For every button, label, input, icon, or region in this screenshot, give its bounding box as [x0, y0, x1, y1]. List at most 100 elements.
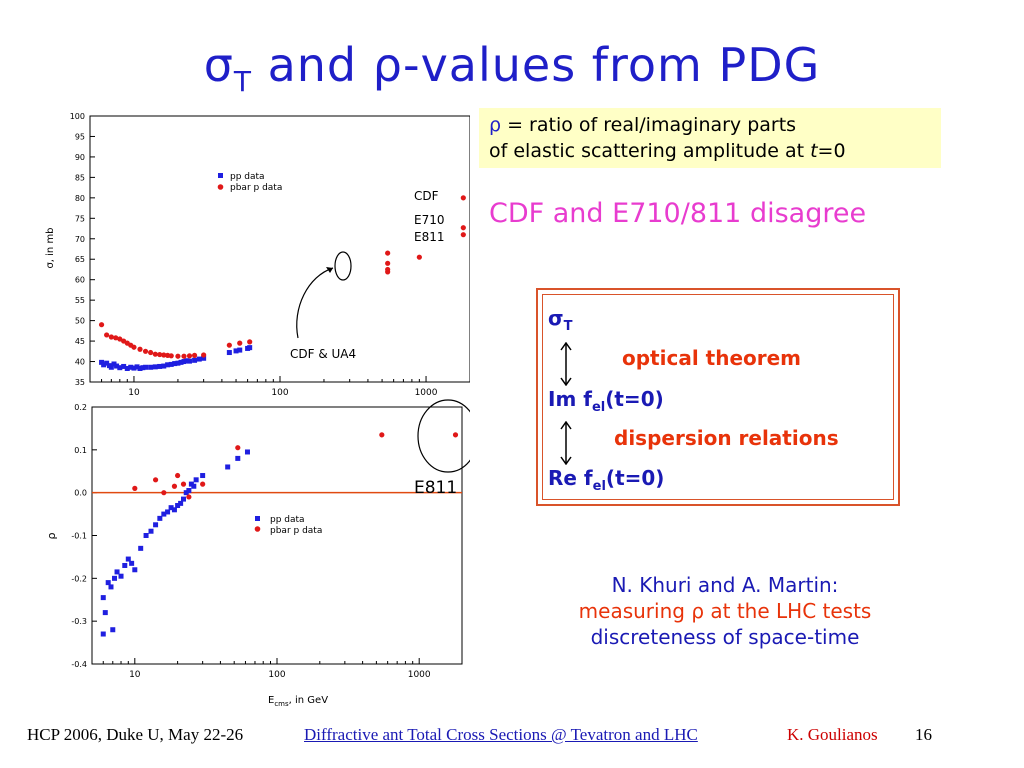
sigma-point-pp: [226, 350, 232, 356]
sigma-point-pbar: [104, 332, 110, 338]
rho-point-pp: [138, 545, 144, 551]
rho-definition-box: ρ = ratio of real/imaginary parts of ela…: [479, 108, 941, 168]
annotation-e811: E811: [414, 478, 457, 498]
rho-point-pp: [157, 515, 163, 521]
footer-conference: HCP 2006, Duke U, May 22-26: [27, 725, 244, 744]
annotation-arrowhead: [326, 267, 333, 273]
rho-point-pp: [143, 533, 149, 538]
sigma-point-pbar: [148, 349, 154, 356]
rho-point-pp: [100, 595, 106, 601]
rho-x-tick-label: 100: [268, 670, 285, 680]
sigma-point-pp: [178, 359, 184, 365]
sigma-point-pbar: [175, 353, 181, 359]
sigma-legend: pp data pbar p data: [217, 172, 282, 193]
sigma-point-pp: [184, 358, 190, 364]
rho-point-pp: [193, 477, 199, 483]
rho-point-pp: [105, 580, 111, 586]
sigma-point-pbar: [201, 352, 207, 358]
rho-point-pbar: [171, 483, 178, 489]
sigma-point-pbar: [131, 344, 137, 350]
optical-theorem-label: optical theorem: [622, 346, 802, 370]
rho-point-pp: [244, 449, 250, 455]
legend-label-pbar: pbar p data: [230, 183, 282, 193]
rho-point-pbar: [180, 481, 187, 487]
theorem-box: σT optical theorem Im fel(t=0) dispersio…: [536, 288, 900, 506]
sigma-y-tick-label: 50: [75, 317, 85, 326]
sigma-point-pp: [161, 363, 167, 369]
khuri-line1: N. Khuri and A. Martin:: [611, 573, 839, 597]
sigma-point-pbar: [226, 342, 232, 348]
sigma-y-tick-label: 55: [75, 296, 85, 305]
sigma-point-pp: [121, 363, 127, 369]
im-fel-label: Im fel(t=0): [548, 387, 664, 415]
sigma-point-pp: [124, 365, 130, 371]
footer-author: K. Goulianos: [787, 725, 878, 744]
sigma-point-pbar: [460, 232, 466, 238]
sigma-point-pbar: [385, 266, 391, 273]
sigma-point-pbar: [385, 250, 391, 256]
sigma-point-pbar: [186, 353, 193, 359]
rho-point-pp: [125, 556, 131, 562]
sigma-point-pbar: [385, 260, 391, 266]
highlight-circle-e811: [417, 399, 470, 473]
rho-legend: pp data pbar p data: [254, 515, 322, 536]
rho-y-tick-label: 0.1: [74, 446, 87, 455]
sigma-y-tick-label: 95: [75, 132, 85, 141]
sigma-point-pp: [108, 364, 114, 370]
rho-point-pp: [148, 528, 154, 534]
legend-marker-pp: [255, 516, 260, 521]
rho-point-pp: [114, 569, 120, 575]
footer-link[interactable]: Diffractive ant Total Cross Sections @ T…: [304, 725, 698, 744]
sigma-point-pp: [186, 358, 192, 364]
rho-point-pp: [102, 610, 108, 616]
sigma-point-pp: [201, 355, 207, 361]
disagree-note: CDF and E710/811 disagree: [489, 198, 867, 229]
sigma-point-pbar: [191, 352, 198, 358]
updown-arrow-icon: [560, 421, 572, 465]
sigma-point-pp: [192, 357, 198, 363]
rho-x-axis-label: Ecms, in GeV: [268, 695, 328, 708]
rho-point-pp: [175, 503, 181, 509]
sigma-y-tick-label: 70: [75, 235, 85, 244]
rho-x-tick-label: 1000: [408, 670, 431, 680]
sigma-y-tick-label: 40: [75, 358, 85, 367]
sigma-y-tick-label: 85: [75, 173, 85, 182]
rho-point-pbar: [235, 445, 241, 451]
rho-point-pp: [191, 483, 197, 489]
sigma-point-pp: [175, 360, 181, 366]
rho-point-pp: [168, 505, 174, 511]
sigma-point-pbar: [416, 254, 422, 260]
rho-y-tick-label: -0.2: [71, 574, 87, 583]
sigma-point-pp: [181, 359, 187, 365]
sigma-point-pp: [114, 363, 120, 369]
rho-y-tick-label: 0.2: [74, 403, 87, 412]
rho-y-tick-label: -0.4: [71, 660, 87, 669]
sigma-point-pp: [143, 364, 149, 370]
rho-point-pbar: [175, 472, 181, 479]
sigma-y-tick-label: 90: [75, 153, 85, 162]
rho-x-tick-label: 10: [129, 670, 141, 680]
rho-point-pbar: [152, 477, 159, 483]
sigma-point-pbar: [168, 353, 174, 359]
re-fel-label: Re fel(t=0): [548, 466, 665, 494]
slide-title: σT and ρ-values from PDG: [203, 38, 821, 98]
sigma-point-pbar: [117, 336, 123, 342]
sigma-point-pp: [131, 365, 137, 371]
rho-point-pbar: [161, 490, 167, 496]
rho-point-pp: [178, 500, 184, 506]
annotation-e710: E710: [414, 213, 445, 227]
rho-point-pp: [112, 575, 118, 581]
rho-point-pp: [153, 522, 159, 528]
rho-definition-line1: ρ = ratio of real/imaginary parts: [489, 114, 797, 136]
sigma-y-tick-label: 80: [75, 194, 85, 203]
khuri-martin-note: N. Khuri and A. Martin: measuring ρ at t…: [540, 572, 910, 650]
rho-plot-frame: [91, 406, 463, 665]
legend-marker-pbar: [217, 184, 224, 190]
sigma-point-pp: [137, 365, 143, 371]
sigma-y-tick-label: 45: [75, 337, 85, 346]
sigma-point-pbar: [460, 195, 466, 201]
rho-point-pp: [200, 473, 206, 479]
sigma-point-pp: [117, 365, 123, 371]
annotation-e811: E811: [414, 230, 445, 244]
sigma-point-pp: [128, 364, 134, 370]
